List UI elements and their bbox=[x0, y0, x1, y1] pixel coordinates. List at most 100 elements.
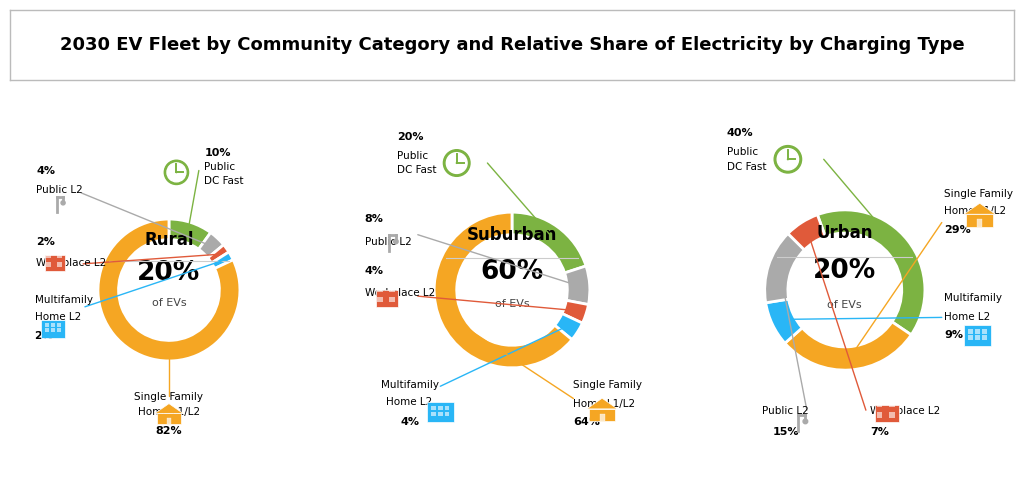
Text: DC Fast: DC Fast bbox=[727, 162, 766, 172]
Circle shape bbox=[456, 162, 458, 164]
Wedge shape bbox=[212, 252, 233, 268]
Wedge shape bbox=[817, 210, 925, 335]
Polygon shape bbox=[982, 329, 987, 334]
Text: Single Family: Single Family bbox=[134, 392, 204, 402]
Polygon shape bbox=[377, 287, 383, 292]
Text: 40%: 40% bbox=[727, 128, 754, 138]
Polygon shape bbox=[964, 326, 991, 346]
Text: 20%: 20% bbox=[137, 260, 201, 286]
Wedge shape bbox=[564, 266, 590, 304]
Text: 8%: 8% bbox=[365, 214, 383, 224]
Text: Home L2: Home L2 bbox=[944, 312, 990, 322]
Text: Public: Public bbox=[205, 162, 236, 172]
Polygon shape bbox=[377, 298, 383, 302]
Text: Home L2: Home L2 bbox=[386, 396, 433, 406]
Circle shape bbox=[175, 172, 177, 173]
Text: Multifamily: Multifamily bbox=[944, 292, 1001, 302]
Text: 9%: 9% bbox=[944, 330, 963, 340]
Polygon shape bbox=[966, 214, 993, 226]
Wedge shape bbox=[208, 245, 229, 263]
Text: Public: Public bbox=[727, 147, 758, 157]
Text: Workplace L2: Workplace L2 bbox=[365, 288, 435, 298]
Polygon shape bbox=[157, 414, 181, 424]
Polygon shape bbox=[431, 412, 436, 416]
Circle shape bbox=[774, 146, 802, 173]
Text: of EVs: of EVs bbox=[495, 300, 529, 310]
Circle shape bbox=[777, 148, 799, 170]
Text: 20%: 20% bbox=[813, 258, 877, 284]
Circle shape bbox=[164, 160, 188, 184]
Text: 4%: 4% bbox=[37, 166, 55, 176]
Text: 29%: 29% bbox=[944, 225, 971, 235]
Polygon shape bbox=[977, 219, 982, 226]
Text: Single Family: Single Family bbox=[573, 380, 642, 390]
Wedge shape bbox=[562, 300, 589, 323]
Text: 2%: 2% bbox=[35, 330, 53, 340]
Text: 64%: 64% bbox=[573, 417, 600, 427]
Polygon shape bbox=[57, 328, 61, 332]
Wedge shape bbox=[784, 322, 911, 370]
Text: Public L2: Public L2 bbox=[37, 185, 83, 195]
Polygon shape bbox=[45, 322, 49, 327]
Text: 2%: 2% bbox=[37, 237, 55, 247]
Polygon shape bbox=[41, 320, 66, 338]
Text: 4%: 4% bbox=[365, 266, 384, 276]
Text: Workplace L2: Workplace L2 bbox=[37, 258, 106, 268]
Polygon shape bbox=[877, 412, 883, 418]
Wedge shape bbox=[199, 232, 223, 258]
Text: Public L2: Public L2 bbox=[365, 237, 412, 247]
Text: 20%: 20% bbox=[397, 132, 424, 142]
Polygon shape bbox=[376, 290, 398, 307]
Polygon shape bbox=[600, 414, 604, 421]
Polygon shape bbox=[51, 322, 55, 327]
Polygon shape bbox=[876, 405, 899, 422]
Polygon shape bbox=[57, 253, 62, 258]
Text: Workplace L2: Workplace L2 bbox=[870, 406, 940, 416]
Polygon shape bbox=[389, 298, 395, 302]
Polygon shape bbox=[167, 418, 171, 424]
Polygon shape bbox=[438, 412, 442, 416]
Wedge shape bbox=[434, 212, 572, 368]
Polygon shape bbox=[45, 256, 66, 271]
Text: Suburban: Suburban bbox=[467, 226, 557, 244]
Text: Urban: Urban bbox=[816, 224, 873, 242]
Text: of EVs: of EVs bbox=[152, 298, 186, 308]
Text: DC Fast: DC Fast bbox=[397, 166, 437, 175]
Polygon shape bbox=[57, 322, 61, 327]
Text: Home L1/L2: Home L1/L2 bbox=[944, 206, 1006, 216]
Text: DC Fast: DC Fast bbox=[205, 176, 244, 186]
Polygon shape bbox=[889, 412, 895, 418]
Polygon shape bbox=[964, 203, 995, 214]
Text: 4%: 4% bbox=[400, 417, 419, 427]
Polygon shape bbox=[969, 335, 973, 340]
Wedge shape bbox=[512, 212, 586, 273]
Text: Multifamily: Multifamily bbox=[35, 295, 92, 305]
Circle shape bbox=[803, 419, 808, 424]
Polygon shape bbox=[46, 262, 51, 267]
Polygon shape bbox=[444, 412, 450, 416]
Polygon shape bbox=[444, 406, 450, 410]
Polygon shape bbox=[57, 262, 62, 267]
Text: Home L1/L2: Home L1/L2 bbox=[138, 407, 200, 417]
Wedge shape bbox=[555, 314, 583, 340]
Text: 82%: 82% bbox=[156, 426, 182, 436]
Text: Public L2: Public L2 bbox=[763, 406, 809, 416]
Polygon shape bbox=[431, 406, 436, 410]
Polygon shape bbox=[389, 287, 395, 292]
Text: Home L2: Home L2 bbox=[35, 312, 81, 322]
Text: Rural: Rural bbox=[144, 230, 194, 248]
Wedge shape bbox=[787, 214, 825, 250]
Circle shape bbox=[167, 163, 186, 182]
Text: 10%: 10% bbox=[205, 148, 231, 158]
Polygon shape bbox=[587, 398, 617, 409]
Wedge shape bbox=[169, 219, 211, 249]
Wedge shape bbox=[98, 219, 240, 361]
Text: 15%: 15% bbox=[772, 428, 799, 438]
Polygon shape bbox=[427, 402, 454, 422]
Text: Multifamily: Multifamily bbox=[381, 380, 438, 390]
Text: 2030 EV Fleet by Community Category and Relative Share of Electricity by Chargin: 2030 EV Fleet by Community Category and … bbox=[59, 36, 965, 54]
Polygon shape bbox=[589, 409, 615, 421]
Polygon shape bbox=[877, 402, 883, 407]
Text: Home L1/L2: Home L1/L2 bbox=[573, 398, 636, 408]
Polygon shape bbox=[982, 335, 987, 340]
